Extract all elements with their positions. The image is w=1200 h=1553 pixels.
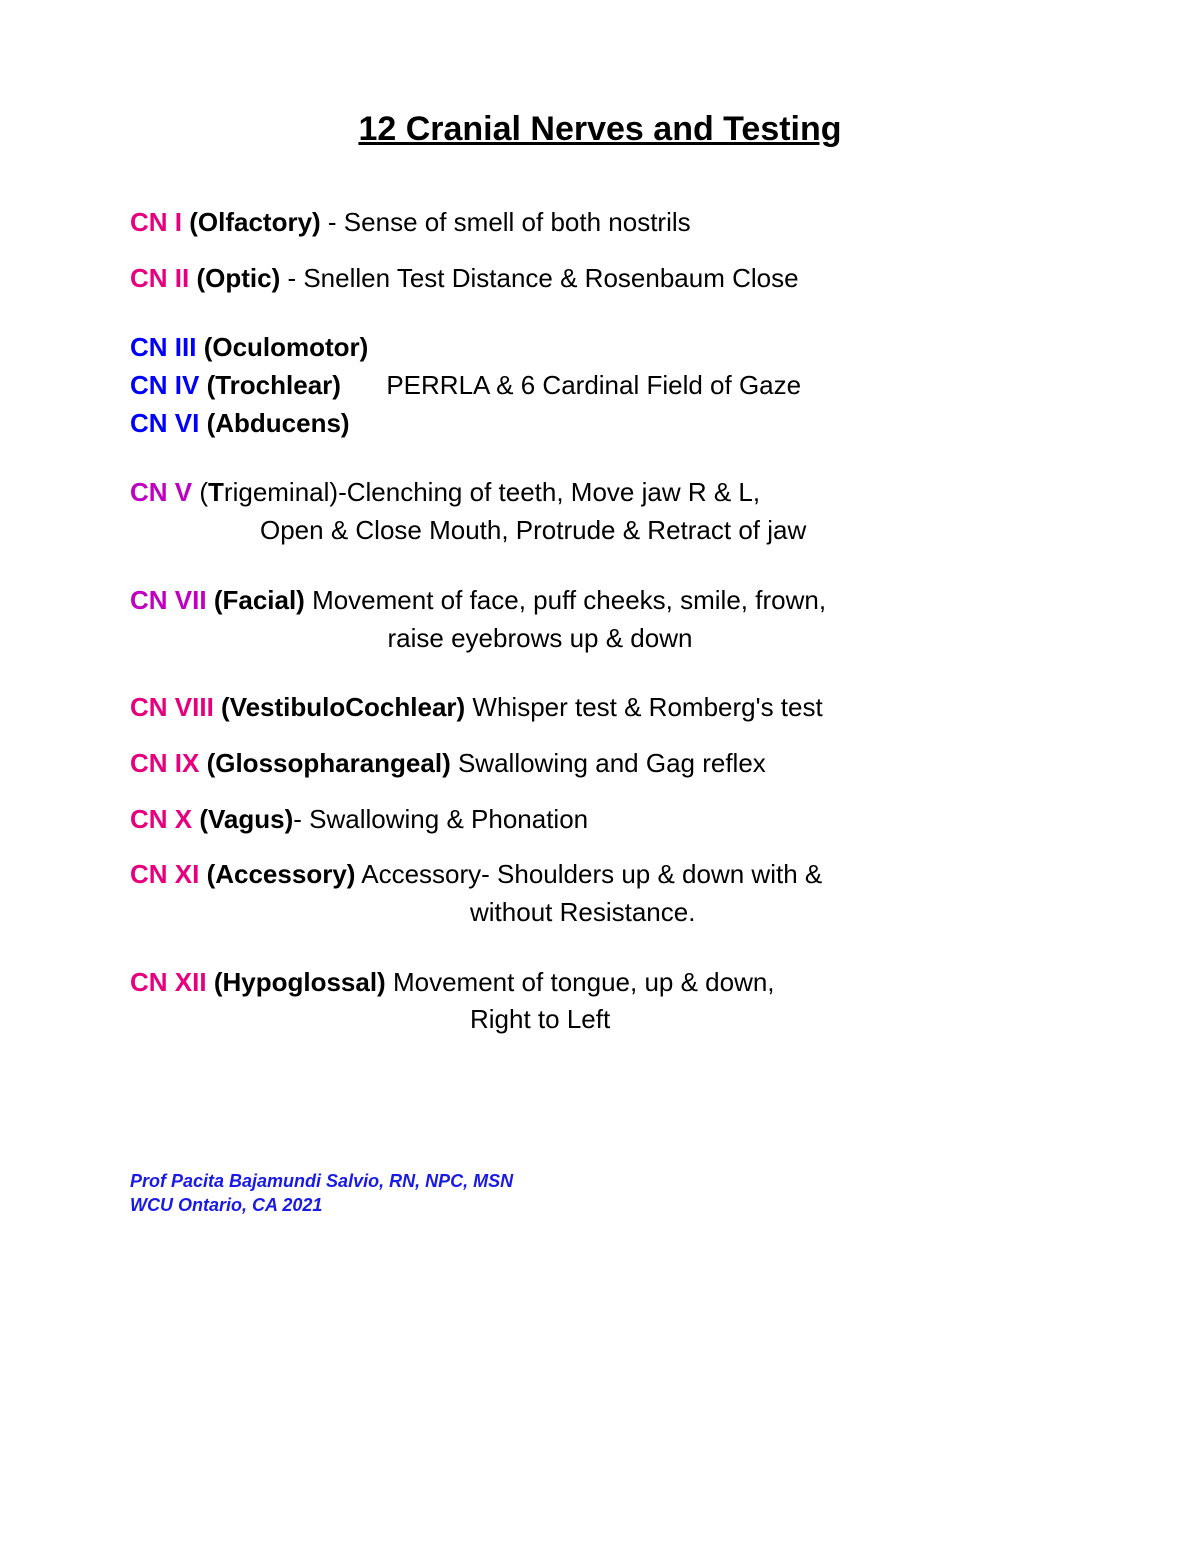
cn5-name-rest: rigeminal (224, 477, 330, 507)
cn11-name: (Accessory) (207, 859, 356, 889)
cn6-label: CN VI (130, 408, 199, 438)
cn6-name: (Abducens) (207, 408, 350, 438)
cn9-entry: CN IX (Glossopharangeal) Swallowing and … (130, 745, 1070, 783)
cn346-desc: PERRLA & 6 Cardinal Field of Gaze (386, 367, 801, 405)
cn7-desc1: Movement of face, puff cheeks, smile, fr… (305, 585, 826, 615)
cn11-label: CN XI (130, 859, 199, 889)
cn10-entry: CN X (Vagus)- Swallowing & Phonation (130, 801, 1070, 839)
content: CN I (Olfactory) - Sense of smell of bot… (130, 204, 1070, 1039)
cn10-label: CN X (130, 804, 192, 834)
cn1-entry: CN I (Olfactory) - Sense of smell of bot… (130, 204, 1070, 242)
cn12-label: CN XII (130, 967, 207, 997)
cn1-label: CN I (130, 207, 182, 237)
cn3-label: CN III (130, 332, 196, 362)
cn2-label: CN II (130, 263, 189, 293)
cn2-entry: CN II (Optic) - Snellen Test Distance & … (130, 260, 1070, 298)
cn7-desc2: raise eyebrows up & down (130, 620, 1070, 658)
cn1-desc: - Sense of smell of both nostrils (321, 207, 691, 237)
cn11-desc1: Accessory- Shoulders up & down with & (355, 859, 822, 889)
page-title: 12 Cranial Nerves and Testing (130, 110, 1070, 149)
cn8-entry: CN VIII (VestibuloCochlear) Whisper test… (130, 689, 1070, 727)
cn5-label: CN V (130, 477, 192, 507)
cn5-entry: CN V (Trigeminal)-Clenching of teeth, Mo… (130, 474, 1070, 549)
cn3-entry: CN III (Oculomotor) (130, 329, 368, 367)
cn6-entry: CN VI (Abducens) (130, 405, 368, 443)
cn346-group: CN III (Oculomotor) CN IV (Trochlear) CN… (130, 329, 1070, 442)
cn9-desc: Swallowing and Gag reflex (451, 748, 766, 778)
cn9-label: CN IX (130, 748, 199, 778)
cn7-entry: CN VII (Facial) Movement of face, puff c… (130, 582, 1070, 657)
cn10-desc: - Swallowing & Phonation (293, 804, 588, 834)
cn3-name: (Oculomotor) (204, 332, 369, 362)
cn8-label: CN VIII (130, 692, 214, 722)
cn5-name-first: T (208, 477, 224, 507)
cn7-label: CN VII (130, 585, 207, 615)
cn12-desc2: Right to Left (130, 1001, 1070, 1039)
footer-line1: Prof Pacita Bajamundi Salvio, RN, NPC, M… (130, 1169, 1070, 1193)
cn1-name: (Olfactory) (189, 207, 320, 237)
cn11-desc2: without Resistance. (130, 894, 1070, 932)
cn4-name: (Trochlear) (207, 370, 341, 400)
cn12-name: (Hypoglossal) (214, 967, 386, 997)
cn8-name: (VestibuloCochlear) (221, 692, 465, 722)
cn5-paren-close: ) (329, 477, 338, 507)
footer-line2: WCU Ontario, CA 2021 (130, 1193, 1070, 1217)
cn8-desc: Whisper test & Romberg's test (465, 692, 823, 722)
cn4-label: CN IV (130, 370, 199, 400)
cn5-desc2: Open & Close Mouth, Protrude & Retract o… (130, 512, 1070, 550)
cn11-entry: CN XI (Accessory) Accessory- Shoulders u… (130, 856, 1070, 931)
cn2-desc: - Snellen Test Distance & Rosenbaum Clos… (280, 263, 798, 293)
cn2-name: (Optic) (196, 263, 280, 293)
cn9-name: (Glossopharangeal) (207, 748, 451, 778)
cn12-desc1: Movement of tongue, up & down, (386, 967, 775, 997)
cn12-entry: CN XII (Hypoglossal) Movement of tongue,… (130, 964, 1070, 1039)
cn10-name: (Vagus) (199, 804, 293, 834)
cn5-desc1: -Clenching of teeth, Move jaw R & L, (338, 477, 760, 507)
cn5-paren-open: ( (199, 477, 208, 507)
cn7-name: (Facial) (214, 585, 305, 615)
cn4-entry: CN IV (Trochlear) (130, 367, 368, 405)
footer: Prof Pacita Bajamundi Salvio, RN, NPC, M… (130, 1169, 1070, 1218)
